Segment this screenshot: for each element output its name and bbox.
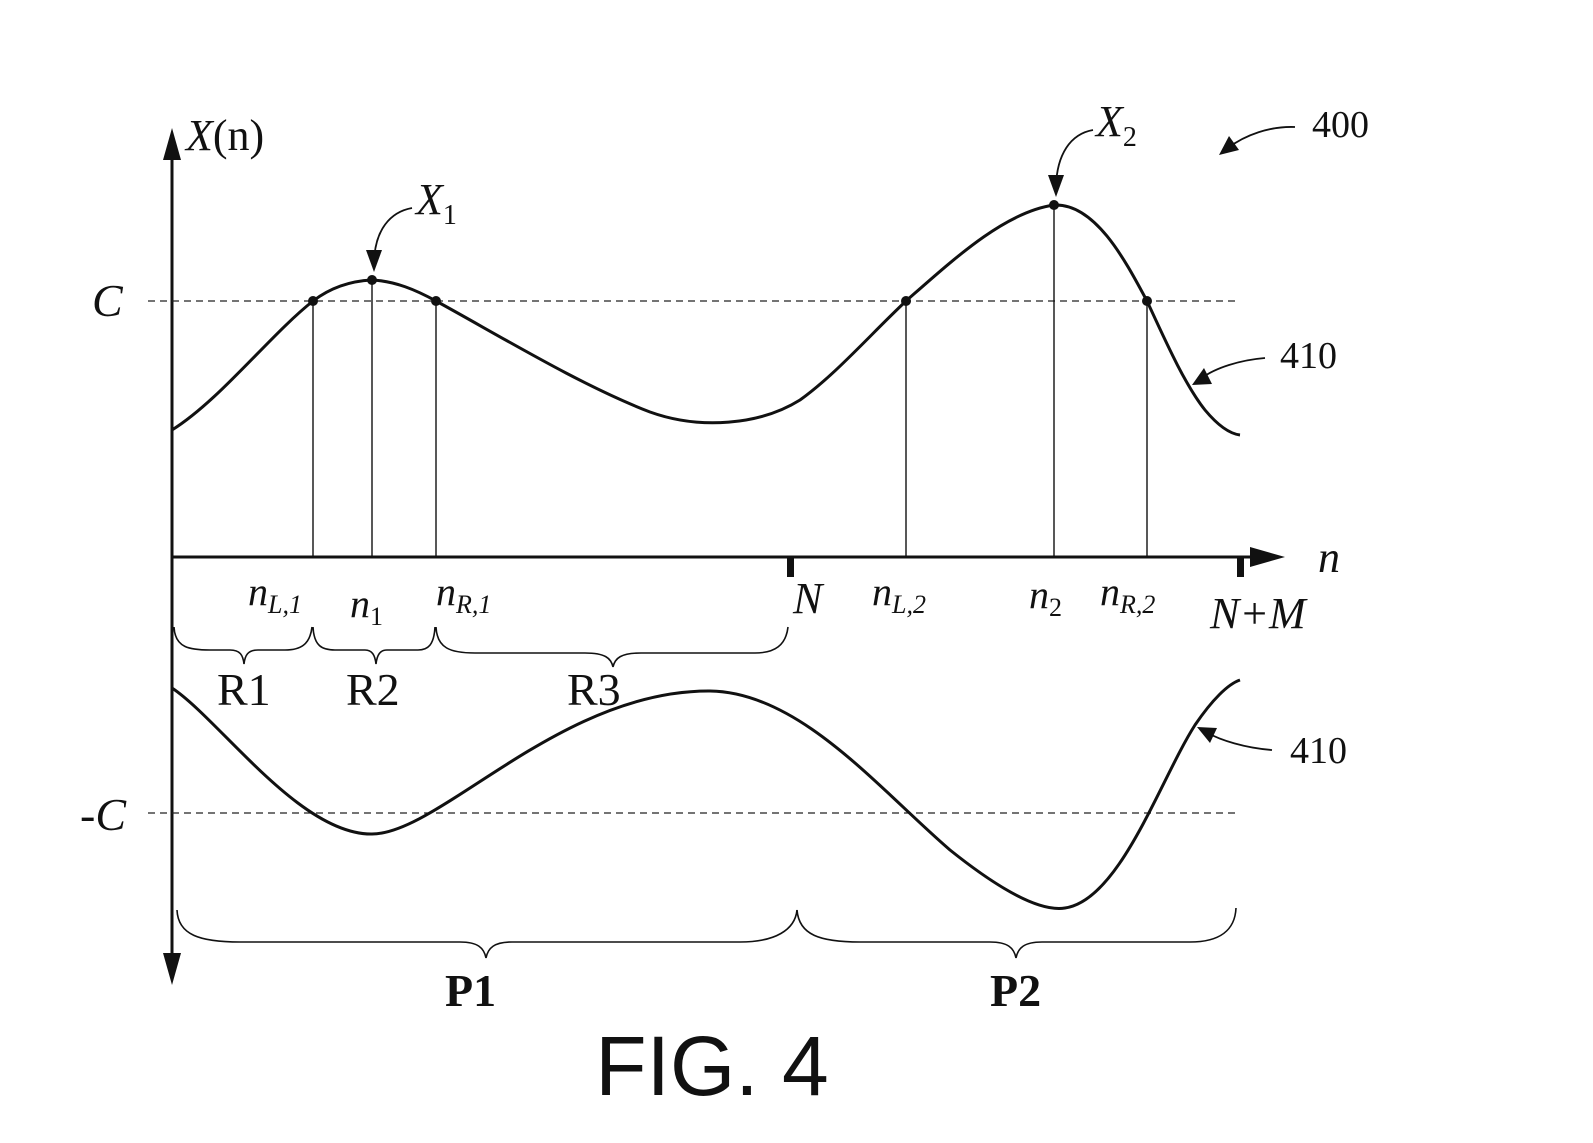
region-label-r1: R1 — [217, 664, 271, 715]
x-axis-arrow-icon — [1250, 547, 1285, 567]
arrowhead-x1-icon — [366, 250, 382, 272]
point-nr2 — [1142, 296, 1152, 306]
region-label-r2: R2 — [346, 664, 400, 715]
ref-label-410-lower: 410 — [1290, 730, 1347, 772]
point-x2 — [1049, 200, 1059, 210]
point-nl1 — [308, 296, 318, 306]
brace-p1 — [176, 909, 798, 959]
signal-curve-lower — [171, 678, 1241, 910]
y-axis-down-arrow-icon — [163, 953, 181, 985]
region-label-r3: R3 — [567, 664, 621, 715]
curve-points — [308, 200, 1152, 306]
peak-label-x2: X2 — [1094, 97, 1137, 153]
y-axis-up-arrow-icon — [163, 128, 181, 160]
tick-label-big-n: N — [792, 574, 825, 623]
ref-label-410-upper: 410 — [1280, 335, 1337, 377]
tick-label-nr1: nR,1 — [436, 569, 491, 619]
ref-410-upper-arrow-icon — [1192, 368, 1212, 385]
ref-410-lower: 410 — [1197, 727, 1347, 772]
signal-curve-upper — [171, 203, 1241, 437]
threshold-label-neg-c: -C — [80, 789, 127, 840]
ref-410-upper: 410 — [1192, 335, 1337, 385]
threshold-label-c: C — [92, 275, 124, 326]
tick-labels: nL,1 n1 nR,1 N nL,2 n2 nR,2 N+M — [248, 569, 1308, 638]
ref-400: 400 — [1219, 104, 1369, 155]
period-label-p2: P2 — [990, 965, 1041, 1016]
x-axis-label: n — [1318, 533, 1340, 582]
brace-p2 — [796, 907, 1237, 959]
tick-label-nl2: nL,2 — [872, 569, 926, 619]
tick-label-n2: n2 — [1029, 572, 1062, 622]
figure-caption: FIG. 4 — [595, 1019, 828, 1113]
tick-label-nl1: nL,1 — [248, 569, 302, 619]
brace-r1 — [173, 626, 313, 665]
brace-r3 — [435, 626, 789, 668]
tick-mark-n — [787, 557, 794, 577]
ref-410-lower-arrow-icon — [1197, 727, 1217, 743]
period-label-p1: P1 — [445, 965, 496, 1016]
brace-r2 — [312, 626, 436, 665]
ref-400-arrow-icon — [1219, 136, 1239, 155]
y-axis-label: X(n) — [184, 111, 264, 160]
arrowhead-x2-icon — [1048, 175, 1064, 197]
tick-label-n1: n1 — [350, 581, 383, 631]
ref-label-400: 400 — [1312, 104, 1369, 146]
tick-label-n-plus-m: N+M — [1209, 589, 1308, 638]
peak-label-x1: X1 — [414, 175, 457, 231]
point-nr1 — [431, 296, 441, 306]
tick-mark-n-plus-m — [1237, 557, 1244, 577]
point-x1 — [367, 275, 377, 285]
x-axis — [172, 547, 1285, 577]
point-nl2 — [901, 296, 911, 306]
tick-label-nr2: nR,2 — [1100, 569, 1155, 619]
